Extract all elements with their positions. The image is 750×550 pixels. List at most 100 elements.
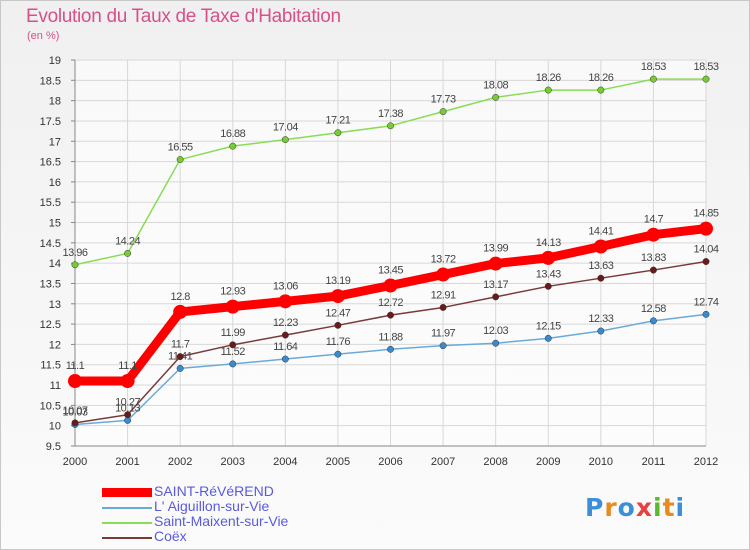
- y-tick-label: 18.5: [40, 75, 61, 87]
- y-tick-label: 17: [49, 136, 61, 148]
- data-point: [278, 294, 293, 309]
- data-label: 12.23: [273, 317, 298, 329]
- data-label: 17.38: [378, 108, 403, 120]
- data-point: [334, 129, 342, 137]
- legend-swatch: [102, 522, 152, 524]
- legend-label: SAINT-RéVéREND: [154, 483, 274, 499]
- data-point: [334, 321, 342, 329]
- data-point: [646, 227, 661, 242]
- data-point: [492, 293, 500, 301]
- data-point: [439, 342, 447, 350]
- logo-letter: x: [635, 493, 653, 522]
- data-label: 18.53: [693, 61, 718, 73]
- legend-label: L' Aiguillon-sur-Vie: [154, 498, 270, 514]
- data-point: [436, 267, 451, 282]
- data-label: 11.99: [221, 327, 246, 339]
- logo-letter: t: [662, 493, 676, 522]
- chart-title: Evolution du Taux de Taxe d'Habitation: [26, 6, 341, 27]
- data-label: 11.52: [221, 346, 246, 358]
- data-label: 13.45: [378, 265, 403, 277]
- data-label: 13.63: [588, 260, 613, 272]
- y-tick-label: 18: [49, 96, 61, 108]
- data-label: 10.07: [62, 405, 87, 417]
- data-point: [702, 310, 710, 318]
- data-label: 13.19: [325, 275, 350, 287]
- data-label: 12.74: [693, 296, 718, 308]
- data-point: [124, 411, 132, 419]
- x-tick-label: 2006: [378, 456, 402, 468]
- data-label: 12.15: [536, 320, 561, 332]
- data-label: 10.13: [115, 402, 140, 414]
- y-tick-label: 10: [49, 421, 61, 433]
- data-label: 17.73: [431, 94, 456, 106]
- y-tick-label: 17.5: [40, 116, 61, 128]
- data-point: [71, 261, 79, 269]
- data-point: [225, 299, 240, 314]
- data-point: [439, 303, 447, 311]
- data-point: [699, 221, 713, 236]
- data-point: [281, 355, 289, 363]
- x-tick-label: 2010: [589, 456, 613, 468]
- data-point: [544, 282, 552, 290]
- data-point: [541, 250, 556, 265]
- data-label: 11.1: [118, 360, 137, 372]
- data-point: [229, 341, 237, 349]
- data-label: 17.04: [273, 122, 298, 134]
- x-tick-label: 2004: [273, 456, 297, 468]
- data-point: [176, 364, 184, 372]
- data-point: [68, 373, 82, 388]
- data-label: 14.24: [115, 235, 140, 247]
- data-label: 12.72: [378, 297, 403, 309]
- data-label: 16.55: [168, 142, 193, 154]
- legend-swatch: [102, 507, 152, 509]
- legend-label: Coëx: [154, 528, 187, 544]
- data-label: 18.53: [641, 61, 666, 73]
- data-point: [597, 327, 605, 335]
- x-tick-label: 2001: [115, 456, 139, 468]
- legend-label: Saint-Maixent-sur-Vie: [154, 513, 289, 529]
- y-tick-label: 19: [49, 55, 61, 67]
- data-label: 14.13: [536, 237, 561, 249]
- data-label: 14.85: [693, 208, 718, 220]
- data-label: 17.21: [325, 115, 350, 127]
- data-label: 11.88: [378, 331, 403, 343]
- data-point: [176, 353, 184, 361]
- data-label: 11.97: [431, 328, 456, 340]
- logo-letter: i: [653, 493, 663, 522]
- data-label: 16.88: [220, 128, 245, 140]
- data-point: [544, 86, 552, 94]
- data-label: 12.91: [431, 289, 456, 301]
- data-label: 13.83: [641, 252, 666, 264]
- data-point: [597, 86, 605, 94]
- data-label: 13.72: [431, 254, 456, 266]
- chart-subtitle: (en %): [27, 30, 60, 42]
- data-point: [702, 258, 710, 265]
- data-point: [120, 373, 135, 388]
- data-point: [281, 136, 289, 144]
- legend-swatch: [102, 537, 152, 539]
- data-point: [439, 108, 447, 116]
- data-label: 11.7: [171, 339, 190, 351]
- data-label: 14.04: [693, 244, 718, 256]
- data-point: [124, 249, 132, 257]
- y-tick-label: 15: [49, 218, 61, 230]
- proxiti-logo: Proxiti: [585, 493, 685, 522]
- y-tick-label: 15.5: [40, 197, 61, 209]
- x-tick-label: 2011: [642, 456, 666, 468]
- data-point: [649, 266, 657, 274]
- data-label: 13.17: [483, 279, 508, 291]
- data-point: [492, 93, 500, 101]
- y-tick-label: 14.5: [40, 238, 61, 250]
- y-tick-label: 16: [49, 177, 61, 189]
- x-tick-label: 2002: [168, 456, 192, 468]
- data-label: 18.08: [483, 79, 508, 91]
- data-point: [383, 278, 398, 293]
- y-tick-label: 14: [49, 258, 61, 270]
- data-label: 14.41: [588, 225, 613, 237]
- data-label: 12.47: [325, 307, 350, 319]
- data-point: [334, 350, 342, 358]
- x-tick-label: 2009: [536, 456, 560, 468]
- data-label: 12.8: [170, 291, 190, 303]
- data-label: 14.7: [644, 214, 664, 226]
